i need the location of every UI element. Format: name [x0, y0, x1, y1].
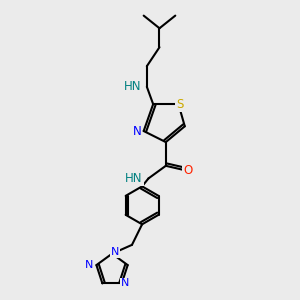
Text: N: N [121, 278, 129, 289]
Text: O: O [183, 164, 193, 177]
Text: N: N [111, 247, 119, 257]
Text: HN: HN [125, 172, 143, 185]
Text: HN: HN [124, 80, 141, 93]
Text: N: N [85, 260, 93, 270]
Text: N: N [132, 124, 141, 137]
Text: S: S [176, 98, 184, 111]
